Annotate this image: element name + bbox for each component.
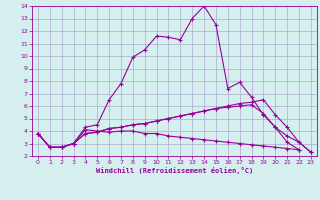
X-axis label: Windchill (Refroidissement éolien,°C): Windchill (Refroidissement éolien,°C) bbox=[96, 167, 253, 174]
